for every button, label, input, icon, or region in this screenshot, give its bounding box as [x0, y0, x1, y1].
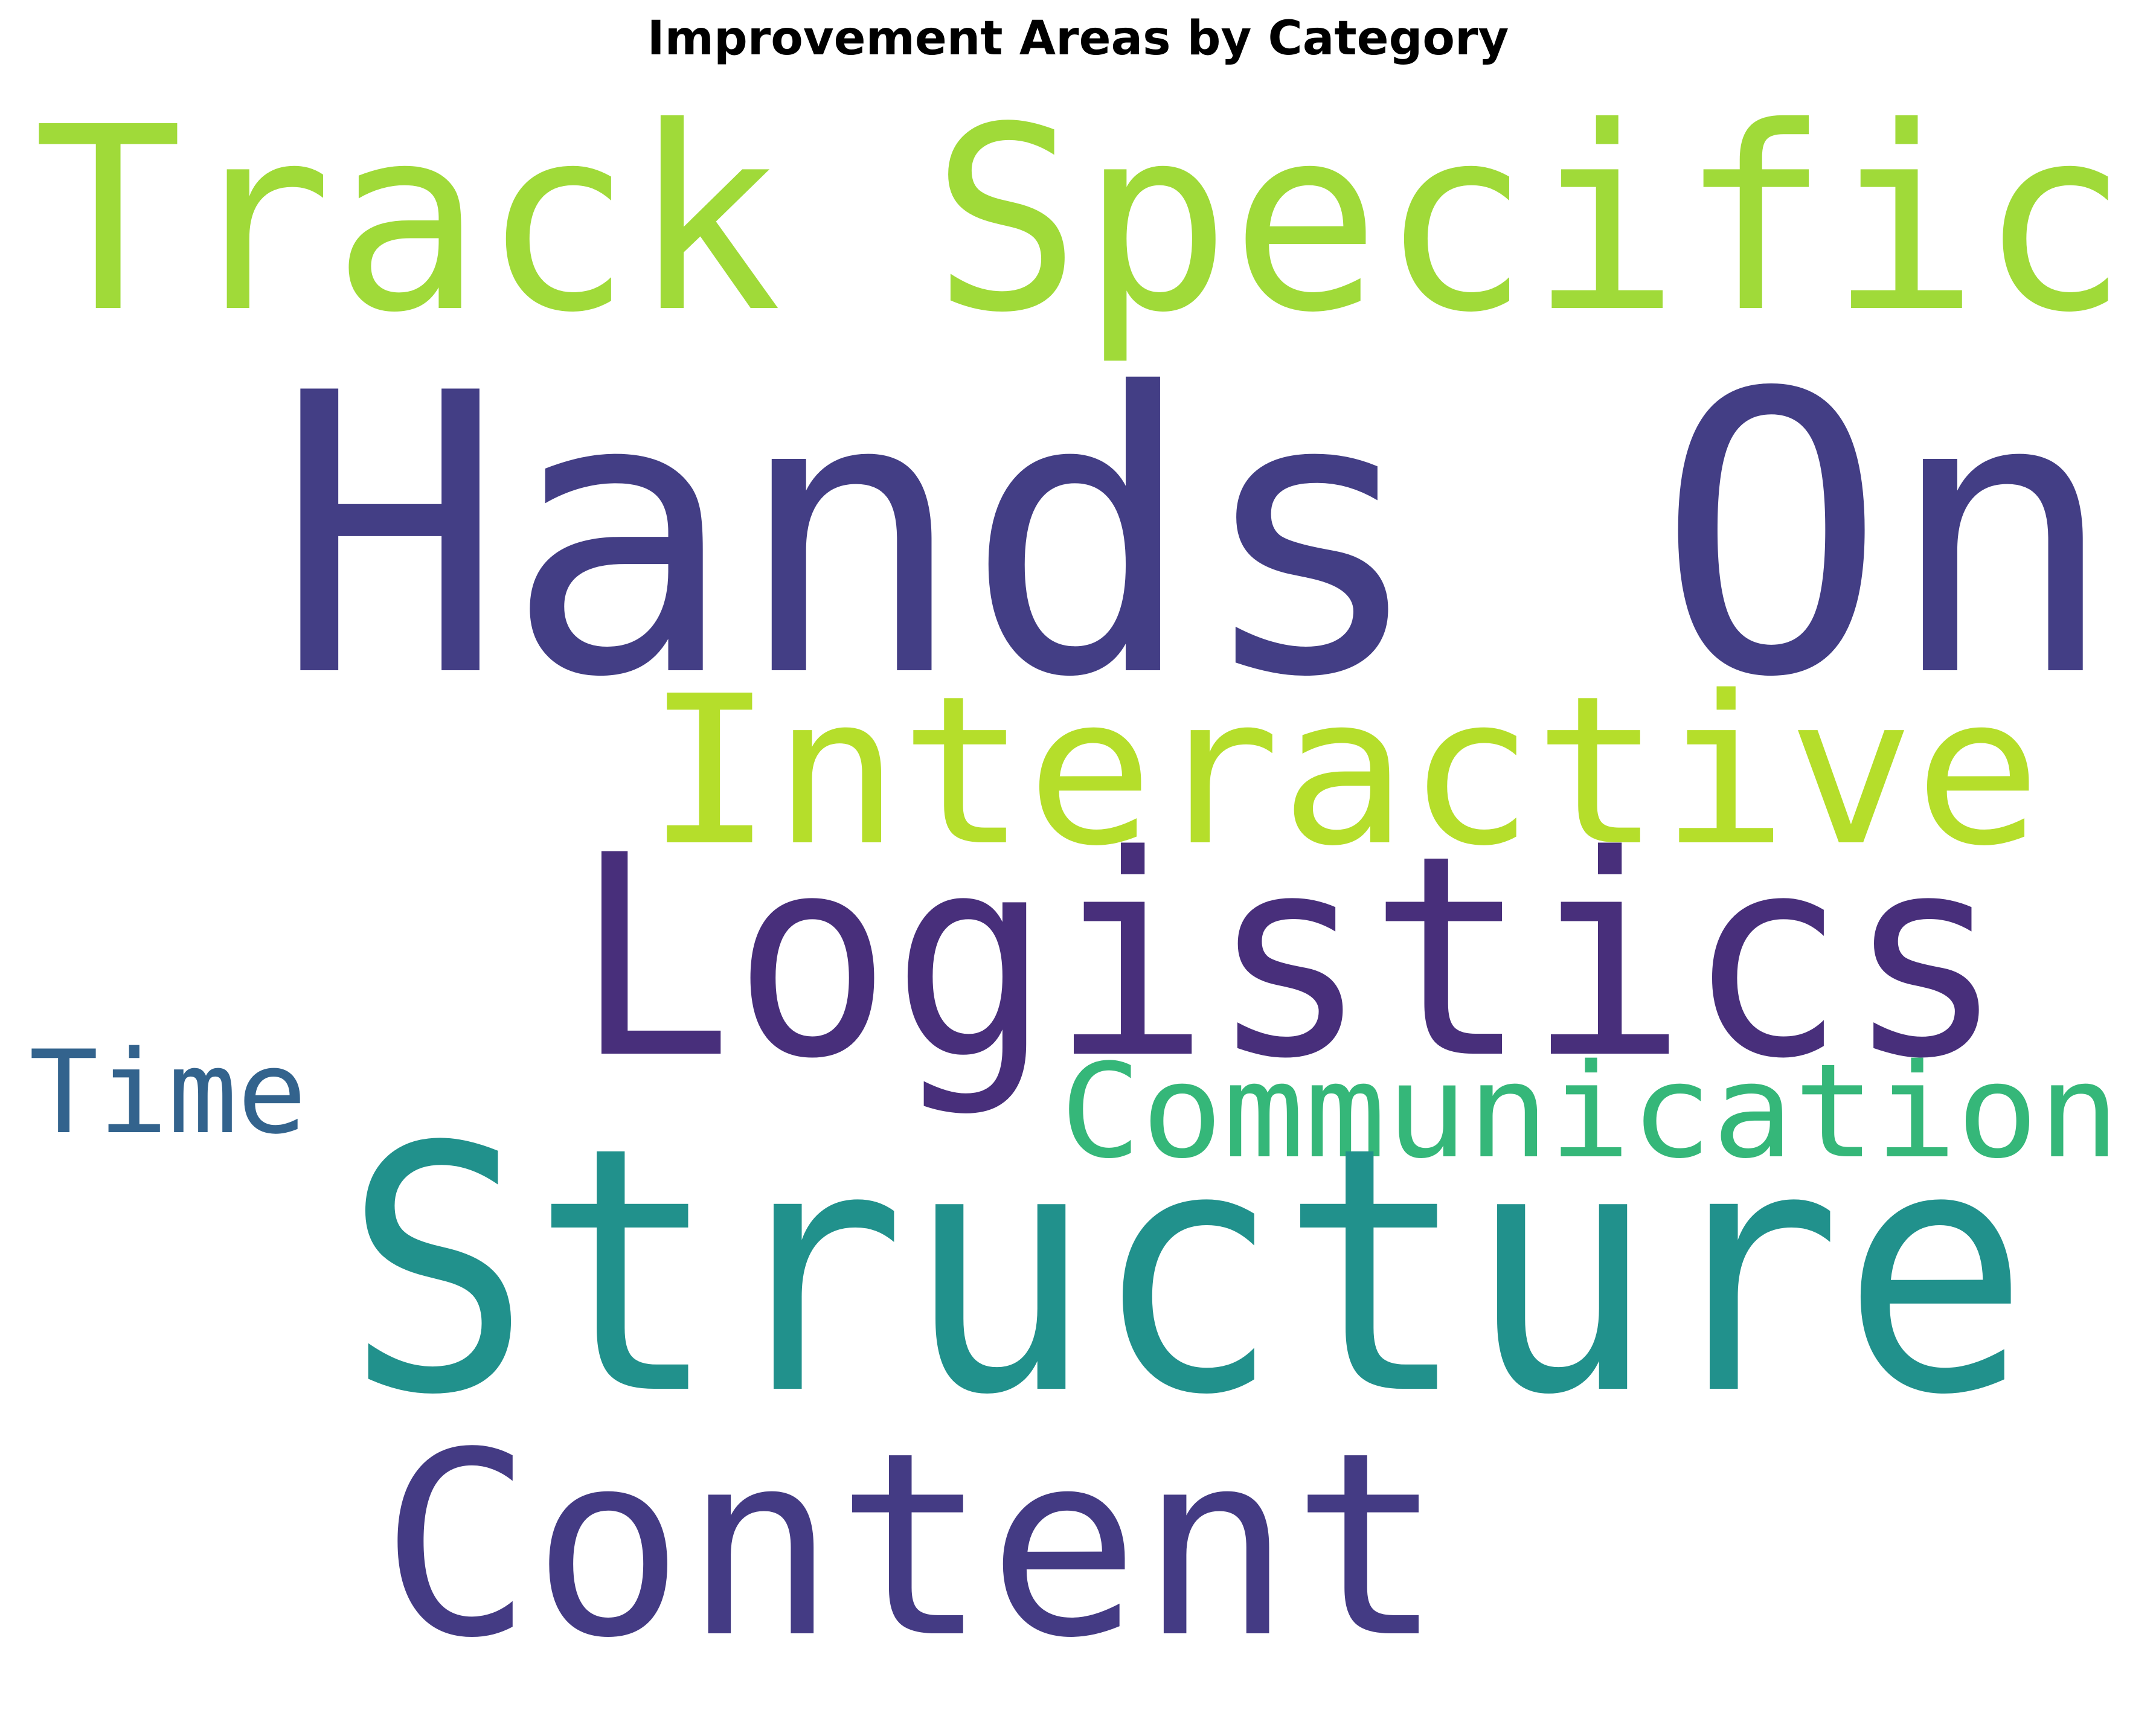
word-track-specific: Track Specific [33, 73, 2129, 368]
chart-title: Improvement Areas by Category [647, 11, 1509, 66]
word-logistics: Logistics [574, 796, 2005, 1119]
word-content: Content [380, 1398, 1443, 1694]
word-hands-on: Hands On [275, 312, 2117, 761]
word-time: Time [29, 1026, 307, 1159]
word-communication: Communication [1060, 1036, 2120, 1187]
word-structure: Structure [344, 1075, 2029, 1469]
word-interactive: Interactive [646, 652, 2041, 891]
